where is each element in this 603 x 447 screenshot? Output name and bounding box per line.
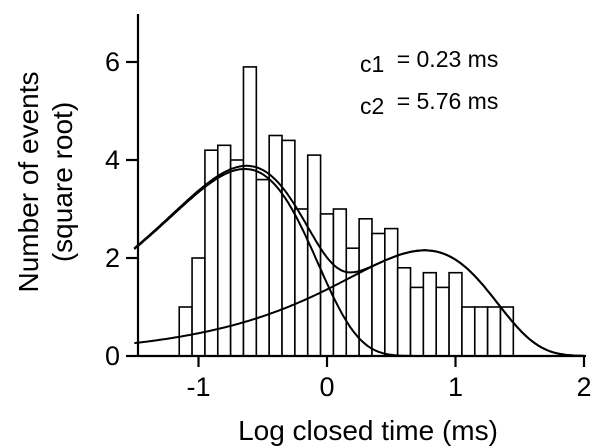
x-axis-ticks: -1 0 1 2 (186, 356, 592, 402)
x-tick-label: -1 (186, 372, 210, 402)
fit-curve-total (133, 164, 584, 357)
histogram-bar (461, 306, 476, 357)
y-axis-title-line-1: Number of events (13, 72, 44, 293)
y-axis-title-line-2: (square root) (47, 102, 78, 262)
histogram-bar (384, 227, 399, 357)
histogram-bar (229, 159, 245, 357)
y-tick-label: 0 (105, 341, 120, 371)
y-tick-label: 2 (105, 243, 120, 273)
histogram-bar (268, 134, 283, 357)
annotation-c1-label: c1 (360, 51, 384, 77)
x-tick-label: 2 (576, 372, 591, 402)
y-tick-label: 6 (105, 47, 120, 77)
x-tick-label: 1 (448, 372, 463, 402)
annotation-c2-label: c2 (360, 93, 384, 119)
histogram-bar (435, 286, 450, 357)
annotation-c1-value: = 0.23 ms (397, 46, 499, 72)
histogram-bar (178, 306, 193, 357)
histogram-bar (396, 266, 412, 357)
histogram-bar (358, 218, 373, 357)
histogram-bar (422, 271, 438, 357)
histogram-bar (345, 247, 360, 357)
histogram-bar (371, 232, 386, 357)
annotation-c2: c2 = 5.76 ms (360, 88, 498, 119)
histogram-bar (294, 208, 309, 357)
time-constant-annotations: c1 = 0.23 ms c2 = 5.76 ms (360, 46, 498, 119)
histogram-bar (191, 257, 206, 357)
histogram-bar (242, 66, 258, 357)
histogram-bar (448, 271, 463, 357)
annotation-c2-value: = 5.76 ms (397, 88, 499, 114)
y-axis-ticks: 0 2 4 6 (105, 47, 138, 371)
histogram-bar (409, 286, 425, 357)
x-axis-title: Log closed time (ms) (238, 415, 498, 446)
histogram-bar (473, 306, 489, 357)
y-tick-label: 4 (105, 145, 120, 175)
histogram-bar (255, 178, 270, 357)
histogram-bar (281, 139, 296, 357)
x-tick-label: 0 (319, 372, 334, 402)
histogram-bar (486, 306, 502, 357)
annotation-c1: c1 = 0.23 ms (360, 46, 498, 77)
